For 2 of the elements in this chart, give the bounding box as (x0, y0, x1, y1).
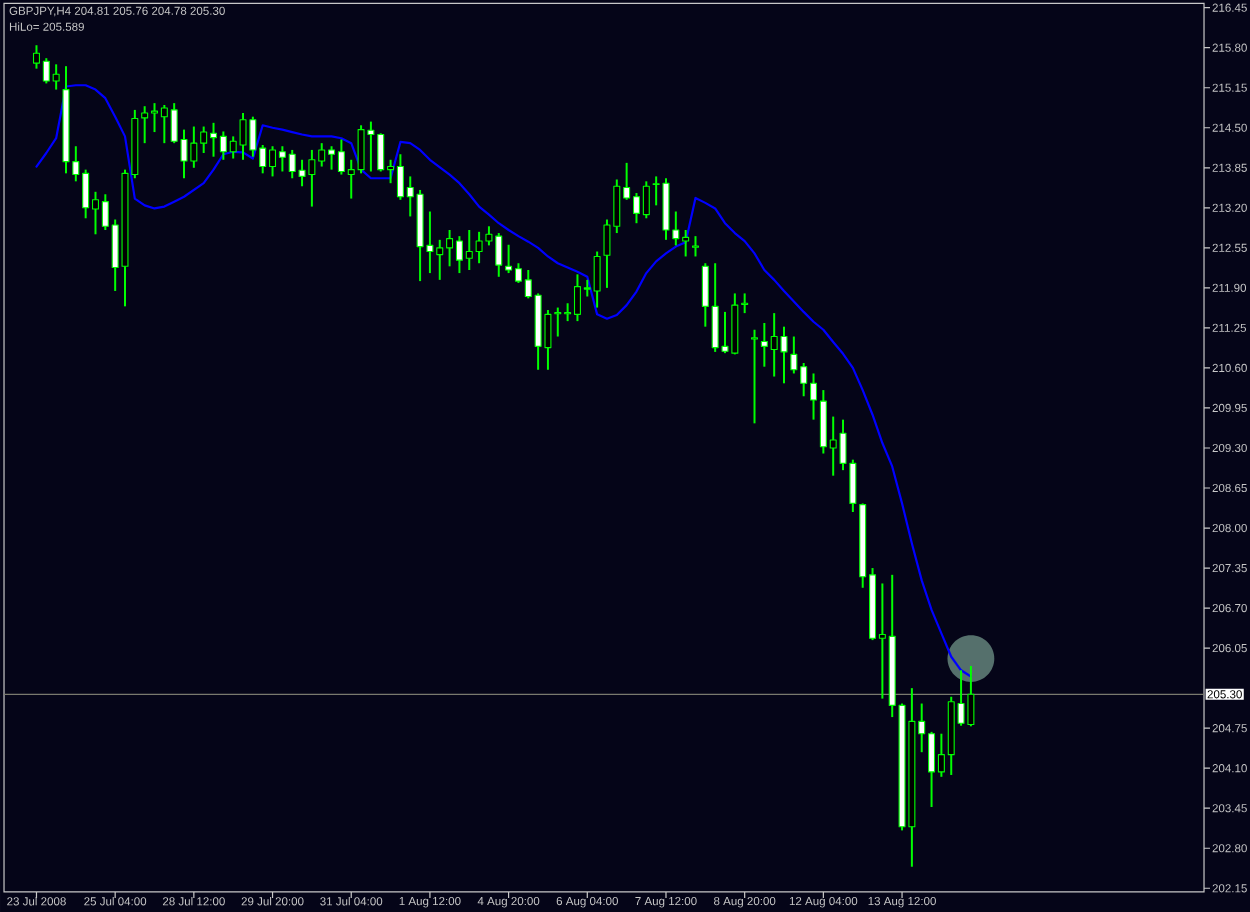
candlestick (691, 235, 699, 258)
candlestick (751, 328, 759, 425)
